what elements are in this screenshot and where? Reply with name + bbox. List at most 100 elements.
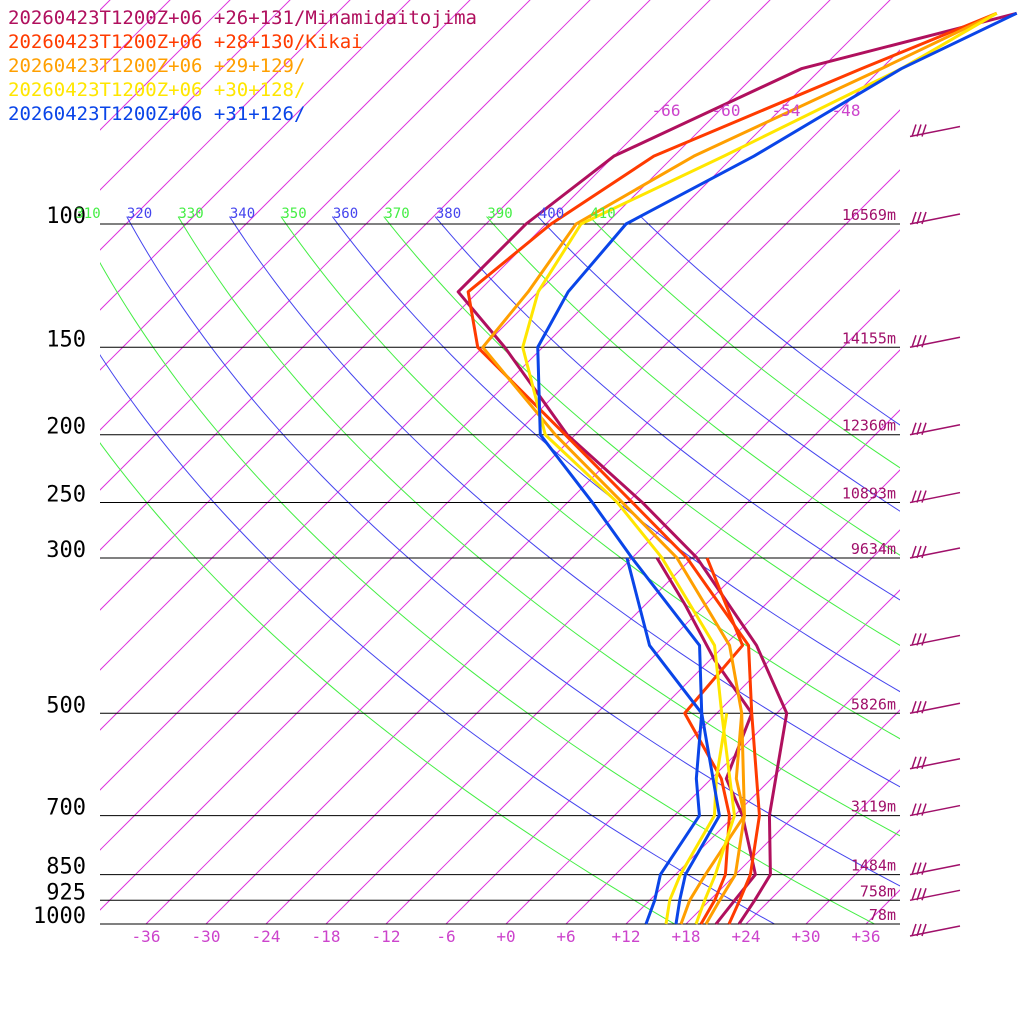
dry-adiabat-line [434, 216, 900, 601]
wind-barb-flag [921, 923, 927, 937]
legend: 20260423T1200Z+06 +26+131/Minamidaitojim… [8, 7, 477, 125]
pressure-tick-label: 200 [46, 415, 86, 440]
isotherm-line [205, 229, 900, 924]
isotherm-line [445, 469, 900, 924]
wind-barb-flag [916, 124, 922, 137]
dry-adiabat-line [177, 216, 900, 837]
legend-entry: 20260423T1200Z+06 +30+128/ [8, 79, 305, 101]
isotherm-line [100, 0, 771, 671]
pressure-tick-label: 700 [46, 796, 86, 821]
wind-barb-flag [911, 888, 917, 901]
top-isotherm-label: -48 [832, 101, 861, 120]
pressure-tick-label: 250 [46, 483, 86, 508]
isotherm-line [0, 0, 45, 924]
isotherm-line [325, 349, 900, 924]
top-isotherm-label: -66 [652, 101, 681, 120]
temperature-tick-label: +18 [672, 927, 701, 946]
wind-barb [909, 888, 961, 902]
isotherm-line [100, 0, 471, 371]
dry-adiabat-line [100, 442, 676, 924]
isotherm-line [385, 409, 900, 924]
height-label: 9634m [851, 540, 896, 558]
theta-label: 310 [75, 206, 100, 222]
wind-barb [909, 701, 961, 715]
wind-barb-flag [911, 124, 917, 137]
wind-barb-flag [911, 803, 917, 816]
isotherm-line [100, 0, 891, 791]
temperature-tick-label: -36 [132, 927, 161, 946]
isotherm-line [100, 0, 531, 431]
wind-barb-flag [921, 124, 927, 137]
isotherm-line [625, 649, 900, 924]
wind-barb [909, 923, 961, 937]
dewpoint-line-5 [625, 557, 704, 925]
height-label: 12360m [842, 417, 896, 435]
wind-barb-flag [921, 756, 927, 769]
wind-barb-flag [921, 888, 927, 901]
pressure-tick-label: 150 [46, 327, 86, 352]
wind-barb-flag [911, 756, 917, 769]
wind-barb-flag [916, 545, 922, 559]
wind-barbs [909, 124, 961, 937]
pressure-tick-label: 300 [46, 538, 86, 563]
isotherm-line [100, 0, 231, 131]
isotherm-line [926, 0, 1024, 924]
wind-barb-flag [921, 701, 927, 714]
wind-barb-flag [916, 803, 922, 816]
legend-entry: 20260423T1200Z+06 +28+130/Kikai [8, 31, 363, 53]
dry-adiabat-line [486, 216, 900, 556]
theta-label: 410 [590, 206, 615, 222]
isotherm-line [100, 0, 711, 611]
wind-barb-flag [911, 633, 917, 646]
isotherm-line [265, 289, 900, 924]
isotherm-line [100, 0, 351, 251]
wind-barb-flag [911, 862, 917, 875]
wind-barb-flag [916, 211, 922, 225]
wind-barb-flag [921, 211, 927, 225]
dry-adiabat-line [229, 216, 900, 788]
mixing-ratio-lines [0, 0, 1024, 924]
isotherm-line [505, 529, 900, 924]
temperature-line-4 [521, 11, 998, 925]
theta-label: 370 [384, 206, 409, 222]
wind-barb [909, 756, 961, 770]
pressure-tick-label: 500 [46, 693, 86, 718]
temperature-line-3 [481, 11, 998, 925]
dry-adiabat-line [588, 216, 900, 469]
height-label: 1484m [851, 857, 896, 875]
temperature-tick-label: -30 [192, 927, 221, 946]
theta-label: 330 [178, 206, 203, 222]
wind-barb-flag [921, 490, 927, 503]
isotherm-line [100, 0, 651, 551]
wind-barb [909, 335, 961, 348]
dry-adiabat-line [126, 216, 900, 887]
height-label: 10893m [842, 485, 896, 503]
dry-adiabat-line [100, 261, 876, 924]
wind-barb-flag [916, 862, 922, 875]
wind-barb [909, 633, 961, 647]
temperature-tick-label: +30 [792, 927, 821, 946]
wind-barb-flag [916, 422, 922, 435]
wind-barb-flag [911, 490, 917, 503]
dry-adiabat-line [640, 216, 900, 426]
wind-barb [909, 803, 961, 817]
dewpoint-line-4 [664, 713, 729, 925]
theta-label: 350 [281, 206, 306, 222]
temperature-tick-label: +12 [612, 927, 641, 946]
height-label: 5826m [851, 695, 896, 713]
temperature-line-2 [466, 11, 998, 925]
theta-label: 320 [127, 206, 152, 222]
wind-barb-flag [921, 803, 927, 816]
isotherm-line [100, 0, 291, 191]
pressure-tick-label: 850 [46, 855, 86, 880]
isotherm-line [100, 0, 591, 491]
dry-adiabat-line [537, 216, 900, 512]
top-isotherm-label: -60 [712, 101, 741, 120]
temperature-tick-label: -18 [312, 927, 341, 946]
isotherm-line [100, 49, 900, 851]
wind-barb [909, 211, 961, 225]
temperature-tick-label: -12 [372, 927, 401, 946]
temperature-tick-label: +36 [852, 927, 881, 946]
dry-adiabat-line [331, 216, 900, 693]
